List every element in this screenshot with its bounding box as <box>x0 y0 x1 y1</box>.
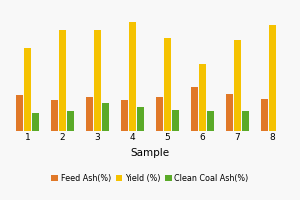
Bar <box>51 100 58 131</box>
X-axis label: Sample: Sample <box>130 148 170 158</box>
Bar <box>191 87 198 131</box>
Bar <box>234 40 241 131</box>
Bar <box>164 38 171 131</box>
Bar <box>207 111 214 131</box>
Bar <box>199 64 206 131</box>
Bar <box>269 25 276 131</box>
Bar <box>32 113 39 131</box>
Bar <box>24 48 31 131</box>
Legend: Feed Ash(%), Yield (%), Clean Coal Ash(%): Feed Ash(%), Yield (%), Clean Coal Ash(%… <box>48 170 252 186</box>
Bar <box>156 97 163 131</box>
Bar <box>67 111 73 131</box>
Bar <box>86 97 93 131</box>
Bar <box>172 110 179 131</box>
Bar <box>59 30 66 131</box>
Bar <box>129 22 136 131</box>
Bar <box>16 95 23 131</box>
Bar <box>261 99 268 131</box>
Bar <box>121 100 128 131</box>
Bar <box>242 111 249 131</box>
Bar <box>137 107 144 131</box>
Bar <box>102 103 109 131</box>
Bar <box>94 30 101 131</box>
Bar <box>226 94 233 131</box>
